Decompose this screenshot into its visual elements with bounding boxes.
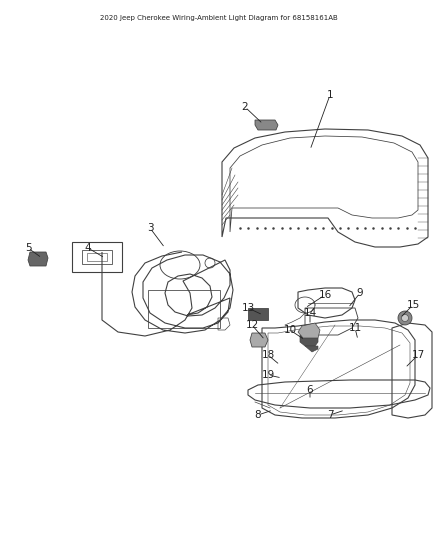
- Text: 16: 16: [318, 290, 332, 300]
- Polygon shape: [300, 335, 318, 346]
- Text: 11: 11: [348, 323, 362, 333]
- Text: 1: 1: [327, 90, 333, 100]
- Polygon shape: [305, 346, 318, 352]
- Text: 17: 17: [411, 350, 424, 360]
- Text: 2: 2: [242, 102, 248, 112]
- Circle shape: [398, 311, 412, 325]
- Text: 14: 14: [304, 308, 317, 318]
- Bar: [148, 290, 220, 328]
- Text: 15: 15: [406, 300, 420, 310]
- Text: 3: 3: [147, 223, 153, 233]
- Circle shape: [402, 314, 409, 321]
- Text: 10: 10: [283, 325, 297, 335]
- Polygon shape: [250, 333, 268, 347]
- Text: 9: 9: [357, 288, 363, 298]
- Text: 13: 13: [241, 303, 254, 313]
- Text: 19: 19: [261, 370, 275, 380]
- Text: 6: 6: [307, 385, 313, 395]
- Text: 4: 4: [85, 243, 91, 253]
- Polygon shape: [298, 323, 320, 338]
- Text: 8: 8: [254, 410, 261, 420]
- Polygon shape: [248, 308, 268, 320]
- Polygon shape: [255, 120, 278, 130]
- Text: 18: 18: [261, 350, 275, 360]
- Text: 7: 7: [327, 410, 333, 420]
- Text: 2020 Jeep Cherokee Wiring-Ambient Light Diagram for 68158161AB: 2020 Jeep Cherokee Wiring-Ambient Light …: [100, 15, 338, 21]
- Text: 5: 5: [25, 243, 31, 253]
- Text: 12: 12: [245, 320, 258, 330]
- Polygon shape: [28, 252, 48, 266]
